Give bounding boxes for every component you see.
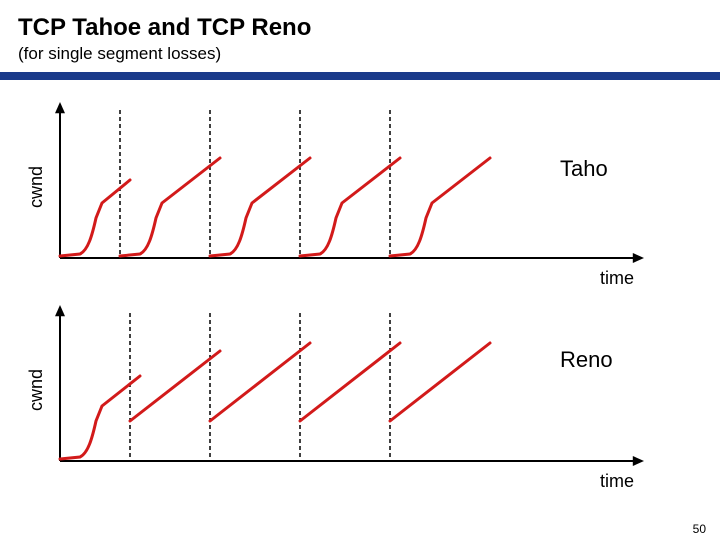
reno-label: Reno xyxy=(560,347,613,373)
title-area: TCP Tahoe and TCP Reno (for single segme… xyxy=(0,0,720,72)
tahoe-ylabel: cwnd xyxy=(26,166,47,208)
reno-plot-svg xyxy=(30,301,650,486)
tahoe-label: Taho xyxy=(560,156,608,182)
tahoe-plot-svg xyxy=(30,98,650,283)
reno-ylabel: cwnd xyxy=(26,369,47,411)
page-number: 50 xyxy=(693,522,706,536)
reno-chart: cwnd Reno time xyxy=(30,301,720,486)
divider-bar xyxy=(0,72,720,80)
page-subtitle: (for single segment losses) xyxy=(18,44,702,64)
reno-xlabel: time xyxy=(600,471,634,492)
tahoe-xlabel: time xyxy=(600,268,634,289)
tahoe-chart: cwnd Taho time xyxy=(30,98,720,283)
page-title: TCP Tahoe and TCP Reno xyxy=(18,14,702,42)
